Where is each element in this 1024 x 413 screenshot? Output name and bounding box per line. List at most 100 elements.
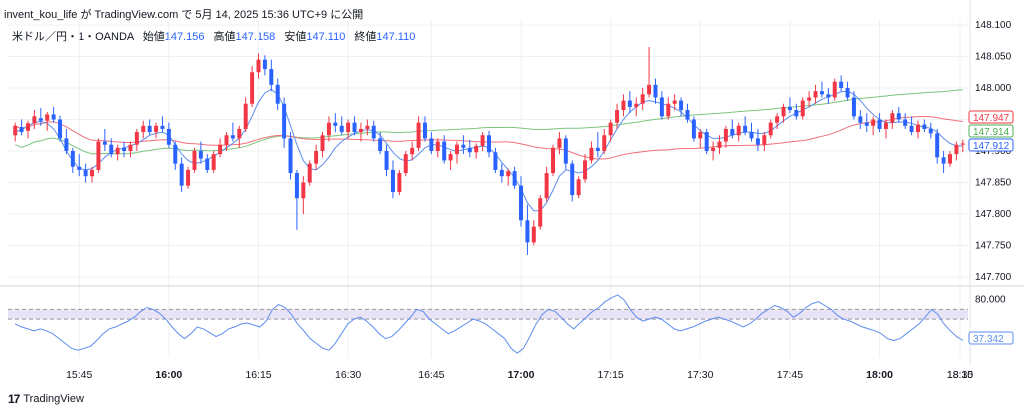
price-axis-tick: 147.700 (975, 272, 1012, 283)
candle-body (455, 144, 459, 155)
candle-body (179, 163, 184, 186)
candle-body (192, 151, 197, 170)
candle-body (595, 147, 600, 151)
price-axis-tick: 147.850 (975, 178, 1012, 189)
candle-body (896, 113, 901, 120)
tradingview-wordmark: TradingView (23, 393, 84, 405)
candle-body (115, 147, 120, 155)
candle-body (922, 124, 927, 129)
candle-body (58, 119, 63, 139)
candle-body (653, 84, 658, 98)
candle-body (435, 141, 440, 151)
candle-body (499, 169, 504, 177)
candle-body (915, 124, 920, 133)
candle-body (659, 97, 664, 117)
candle-body (781, 106, 786, 117)
high-value: 147.158 (235, 31, 276, 43)
time-axis-tick: 18:00 (866, 369, 893, 381)
candle-body (576, 179, 581, 196)
price-label-text: 147.912 (973, 141, 1010, 152)
candle-body (474, 145, 479, 153)
candle-body (647, 84, 652, 95)
candle-body (755, 138, 760, 145)
time-axis-tick: 16:30 (335, 369, 361, 381)
candle-body (602, 135, 607, 151)
candle-body (442, 141, 447, 161)
time-axis-tick: 18:30 (947, 369, 973, 381)
price-axis-tick: 147.800 (975, 209, 1012, 220)
candle-body (333, 122, 338, 126)
candle-body (883, 122, 888, 129)
candle-body (704, 132, 709, 151)
candle-body (538, 198, 543, 227)
candle-body (128, 144, 133, 151)
candle-body (205, 158, 210, 170)
candle-body (378, 138, 383, 151)
time-axis-tick: 16:00 (155, 369, 182, 381)
chart-canvas[interactable]: 148.100148.050148.000147.950147.900147.8… (0, 0, 1024, 392)
candle-body (102, 141, 107, 145)
candle-body (96, 141, 101, 170)
candle-body (83, 169, 88, 177)
oscillator-axis-tick: 80.000 (975, 295, 1006, 306)
candle-body (147, 125, 152, 133)
candle-body (410, 147, 415, 155)
candle-body (38, 118, 43, 121)
candle-body (358, 128, 363, 133)
candle-body (218, 144, 223, 155)
candle-body (858, 116, 863, 123)
time-axis-tick: 16:15 (245, 369, 271, 381)
candle-body (800, 100, 805, 117)
candle-body (480, 135, 485, 146)
candle-body (794, 110, 799, 117)
candle-body (365, 125, 370, 129)
candle-body (173, 144, 178, 164)
candle-body (807, 97, 812, 101)
candle-body (640, 94, 645, 104)
candle-body (288, 138, 293, 174)
candle-body (307, 163, 312, 183)
candle-body (70, 151, 75, 167)
candle-body (954, 144, 959, 155)
candle-body (845, 88, 850, 98)
candle-body (877, 119, 882, 129)
candle-body (461, 144, 466, 148)
candle-body (711, 147, 716, 151)
time-axis-tick: 17:15 (598, 369, 624, 381)
price-label-text: 147.914 (973, 127, 1010, 138)
candle-body (429, 138, 434, 151)
candle-body (211, 154, 216, 170)
candle-body (935, 133, 940, 158)
candle-body (26, 123, 30, 131)
candle-body (390, 169, 395, 192)
candle-body (250, 72, 255, 104)
time-axis-tick: 17:00 (508, 369, 535, 381)
high-label: 高値 (213, 31, 236, 43)
candle-body (467, 147, 472, 153)
candle-body (871, 119, 876, 126)
candle-body (685, 110, 690, 120)
candle-body (679, 100, 684, 111)
candle-body (512, 171, 517, 186)
candle-body (634, 103, 639, 107)
candle-body (237, 128, 242, 139)
candle-body (301, 182, 306, 199)
candle-body (166, 128, 171, 145)
candle-body (45, 114, 50, 121)
low-label: 安値 (284, 31, 307, 43)
candle-body (672, 100, 677, 104)
candle-body (346, 122, 351, 133)
candle-body (736, 125, 741, 136)
candle-body (64, 138, 69, 151)
candle-body (422, 122, 427, 139)
candle-body (134, 132, 139, 145)
candle-body (506, 171, 511, 177)
candle-body (563, 138, 568, 164)
candle-body (627, 100, 632, 107)
candle-body (787, 106, 792, 111)
candle-body (160, 125, 165, 129)
open-value: 147.156 (164, 31, 205, 43)
candle-body (51, 114, 56, 120)
tradingview-branding[interactable]: 17 TradingView (8, 392, 84, 406)
oscillator-value-text: 37.342 (973, 334, 1004, 345)
